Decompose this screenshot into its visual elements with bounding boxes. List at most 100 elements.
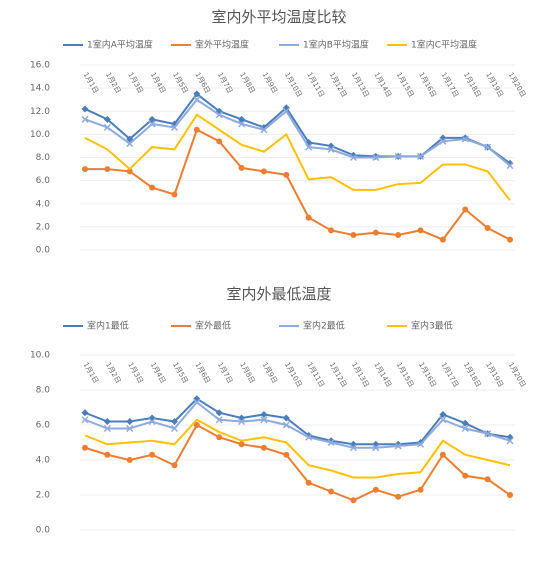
chart: 室内外平均温度比较 1室内A平均温度 室外平均温度 1室内B平均温度 1室内C平均温度 0… xyxy=(30,8,527,256)
point xyxy=(462,472,469,479)
legend-label: 室内2最低 xyxy=(303,320,345,332)
point xyxy=(394,152,402,160)
x-tick-label: 1月19日 xyxy=(484,361,505,389)
series-line xyxy=(84,92,511,165)
legend-label: 1室内B平均温度 xyxy=(303,39,369,51)
x-tick-label: 1月5日 xyxy=(171,361,189,385)
x-tick-label: 1月7日 xyxy=(216,361,234,385)
point xyxy=(327,438,335,447)
x-tick-label: 1月16日 xyxy=(417,361,438,389)
y-tick-label: 0.0 xyxy=(36,246,51,256)
point xyxy=(416,440,425,448)
x-tick-label: 1月3日 xyxy=(126,71,144,95)
point xyxy=(305,479,312,486)
x-tick-label: 1月3日 xyxy=(126,361,144,385)
point xyxy=(82,166,88,173)
y-tick-label: 12.0 xyxy=(30,107,50,117)
point xyxy=(394,442,402,450)
point xyxy=(215,409,223,417)
x-tick-label: 1月2日 xyxy=(104,71,122,95)
point xyxy=(126,140,134,148)
legend-label: 室外最低 xyxy=(195,320,231,332)
point xyxy=(282,421,290,429)
point xyxy=(484,225,491,232)
y-tick-label: 4.0 xyxy=(36,456,51,466)
y-tick-label: 14.0 xyxy=(30,84,50,94)
y-tick-label: 16.0 xyxy=(30,61,50,71)
series-line xyxy=(85,128,511,241)
point xyxy=(81,115,89,123)
point xyxy=(461,419,469,427)
point xyxy=(328,227,335,234)
x-tick-label: 1月9日 xyxy=(260,71,278,95)
point xyxy=(305,214,312,221)
point xyxy=(327,145,335,153)
x-tick-label: 1月1日 xyxy=(82,361,100,385)
point xyxy=(193,398,201,406)
x-tick-label: 1月12日 xyxy=(328,361,349,389)
point xyxy=(126,457,133,463)
point xyxy=(506,437,514,445)
point xyxy=(484,143,492,151)
x-tick-label: 1月10日 xyxy=(283,361,304,389)
series-line xyxy=(84,98,511,167)
x-tick-label: 1月5日 xyxy=(171,71,189,95)
point xyxy=(171,462,178,469)
point xyxy=(439,451,446,458)
x-tick-label: 1月6日 xyxy=(193,361,211,385)
point xyxy=(238,120,246,128)
x-tick-label: 1月14日 xyxy=(372,361,393,389)
y-tick-label: 8.0 xyxy=(36,153,51,163)
series-line xyxy=(84,113,511,201)
point xyxy=(149,184,156,191)
point xyxy=(260,444,267,451)
point xyxy=(103,418,111,425)
point xyxy=(439,416,447,424)
point xyxy=(350,497,357,504)
x-tick-label: 1月13日 xyxy=(350,361,371,389)
chart-title: 室内外平均温度比较 xyxy=(211,8,346,26)
y-tick-label: 4.0 xyxy=(36,199,51,209)
point xyxy=(283,171,290,178)
x-tick-label: 1月19日 xyxy=(484,71,505,99)
x-tick-label: 1月10日 xyxy=(283,71,304,99)
point xyxy=(461,135,469,143)
point xyxy=(148,120,156,128)
point xyxy=(462,206,469,213)
point xyxy=(282,107,290,115)
point xyxy=(103,115,111,123)
point xyxy=(260,416,268,424)
point xyxy=(238,115,246,123)
x-tick-label: 1月14日 xyxy=(372,71,393,99)
point xyxy=(148,115,156,123)
point xyxy=(126,418,134,425)
x-tick-label: 1月7日 xyxy=(216,71,234,95)
point xyxy=(148,417,156,426)
point xyxy=(215,111,223,119)
y-tick-label: 6.0 xyxy=(36,176,51,186)
series-line xyxy=(84,397,511,446)
x-tick-label: 1月4日 xyxy=(149,361,167,385)
point xyxy=(149,451,156,458)
point xyxy=(126,424,134,433)
x-tick-label: 1月9日 xyxy=(260,361,278,385)
point xyxy=(126,168,133,175)
point xyxy=(215,416,223,424)
point xyxy=(372,152,380,160)
legend-label: 室内1最低 xyxy=(87,320,129,332)
point xyxy=(328,488,335,495)
point xyxy=(82,444,88,451)
point xyxy=(238,417,246,426)
y-tick-label: 8.0 xyxy=(36,386,51,396)
legend-label: 室外平均温度 xyxy=(195,39,249,51)
point xyxy=(193,422,200,428)
point xyxy=(104,451,111,458)
point xyxy=(349,153,357,162)
point xyxy=(126,135,134,143)
point xyxy=(372,153,380,162)
point xyxy=(238,441,245,448)
x-tick-label: 1月20日 xyxy=(507,71,528,99)
point xyxy=(282,414,290,422)
x-tick-label: 1月15日 xyxy=(395,361,416,389)
